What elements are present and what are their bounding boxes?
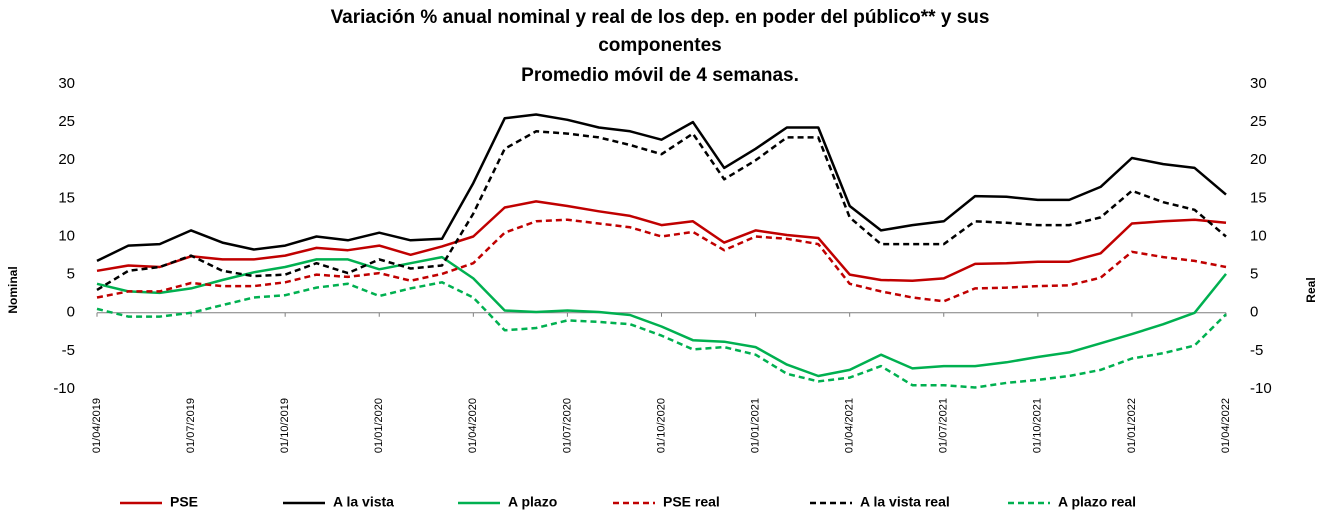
y-tick-label: 25 [58, 113, 75, 130]
x-tick-label: 01/04/2022 [1220, 398, 1232, 453]
x-tick-label: 01/10/2021 [1032, 398, 1044, 453]
series-line [96, 113, 1227, 263]
series-line [96, 281, 1227, 389]
x-tick-label: 01/07/2019 [185, 398, 197, 453]
x-tick-label: 01/01/2021 [749, 398, 761, 453]
x-tick-label: 01/10/2020 [655, 398, 667, 453]
x-tick-label: 01/04/2019 [91, 398, 103, 453]
y2-tick-label: 20 [1250, 151, 1267, 168]
x-tick-label: 01/10/2019 [279, 398, 291, 453]
series-line [96, 218, 1227, 303]
y2-tick-label: 0 [1250, 304, 1258, 321]
y2-tick-label: 25 [1250, 113, 1267, 130]
x-tick-label: 01/04/2020 [467, 398, 479, 453]
y2-axis-label: Real [1304, 277, 1318, 302]
chart-title: Variación % anual nominal y real de los … [331, 7, 990, 28]
y2-tick-label: -10 [1250, 380, 1272, 397]
y-tick-label: 0 [67, 304, 75, 321]
chart-title: componentes [598, 35, 722, 56]
y2-tick-label: 15 [1250, 189, 1267, 206]
y-tick-label: -10 [53, 380, 75, 397]
y-tick-label: 30 [58, 75, 75, 92]
y2-tick-label: 30 [1250, 75, 1267, 92]
y-tick-label: 15 [58, 189, 75, 206]
y-axis-label: Nominal [6, 266, 20, 313]
y2-tick-label: 10 [1250, 227, 1267, 244]
x-tick-label: 01/01/2022 [1126, 398, 1138, 453]
legend-label: PSE real [663, 494, 720, 510]
series-line [96, 130, 1227, 291]
y-tick-label: 5 [67, 266, 75, 283]
series-line [96, 200, 1227, 282]
legend-label: A plazo [508, 494, 557, 510]
x-tick-label: 01/04/2021 [844, 398, 856, 453]
legend-label: A plazo real [1058, 494, 1136, 510]
legend-label: PSE [170, 494, 198, 510]
y-tick-label: 10 [58, 227, 75, 244]
y-tick-label: -5 [62, 342, 75, 359]
x-tick-label: 01/07/2021 [938, 398, 950, 453]
x-tick-label: 01/01/2020 [373, 398, 385, 453]
y-tick-label: 20 [58, 151, 75, 168]
y2-tick-label: -5 [1250, 342, 1263, 359]
series-line [96, 255, 1227, 378]
y2-tick-label: 5 [1250, 266, 1258, 283]
x-tick-label: 01/07/2020 [561, 398, 573, 453]
legend-label: A la vista [333, 494, 394, 510]
chart-subtitle: Promedio móvil de 4 semanas. [521, 65, 799, 86]
legend-label: A la vista real [860, 494, 950, 510]
